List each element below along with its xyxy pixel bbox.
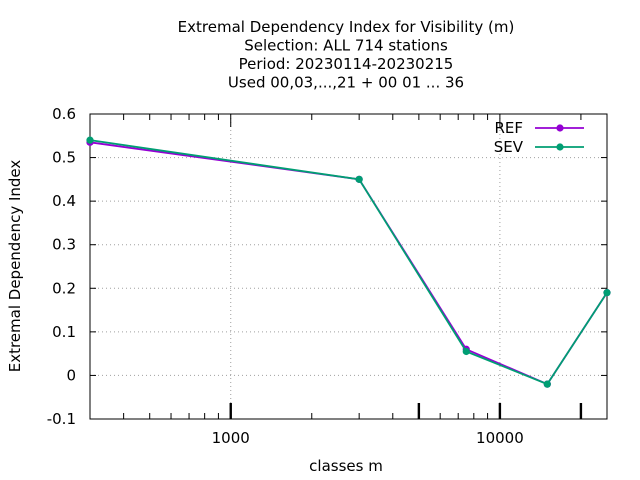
title-line: Used 00,03,...,21 + 00 01 ... 36 (228, 74, 464, 92)
axes: -0.1 0 0.1 0.2 0.3 0.4 0.5 0.6 1000 10000 (47, 105, 608, 447)
y-tick-label: 0.5 (52, 149, 76, 167)
y-tick-label: 0.3 (52, 236, 76, 254)
grid (90, 114, 607, 419)
data-point-sev (86, 136, 94, 144)
series-group (86, 136, 611, 388)
data-point-sev (355, 175, 363, 183)
title-line: Selection: ALL 714 stations (244, 37, 448, 55)
title-line: Extremal Dependency Index for Visibility… (178, 18, 515, 36)
plot-frame (89, 113, 608, 420)
chart-title: Extremal Dependency Index for Visibility… (178, 18, 515, 92)
title-line: Period: 20230114-20230215 (239, 55, 454, 73)
y-tick-label: 0.4 (52, 192, 76, 210)
series-line-sev (89, 139, 608, 386)
y-tick-label: 0.2 (52, 279, 76, 297)
legend-label: SEV (494, 138, 524, 156)
y-axis-label: Extremal Dependency Index (6, 160, 24, 373)
data-point-sev (462, 347, 470, 356)
legend-marker (556, 124, 564, 132)
y-tick-label: 0.6 (52, 105, 76, 123)
x-tick-label: 10000 (476, 429, 524, 447)
legend-label: REF (494, 119, 523, 137)
data-point-sev (543, 380, 551, 388)
data-point-sev (603, 289, 611, 297)
y-tick-label: 0.1 (52, 323, 76, 341)
x-tick-label: 1000 (212, 429, 250, 447)
y-tick-label: -0.1 (47, 410, 76, 428)
y-tick-label: 0 (66, 366, 76, 384)
legend-marker (556, 143, 564, 151)
x-axis-label: classes m (309, 457, 383, 475)
